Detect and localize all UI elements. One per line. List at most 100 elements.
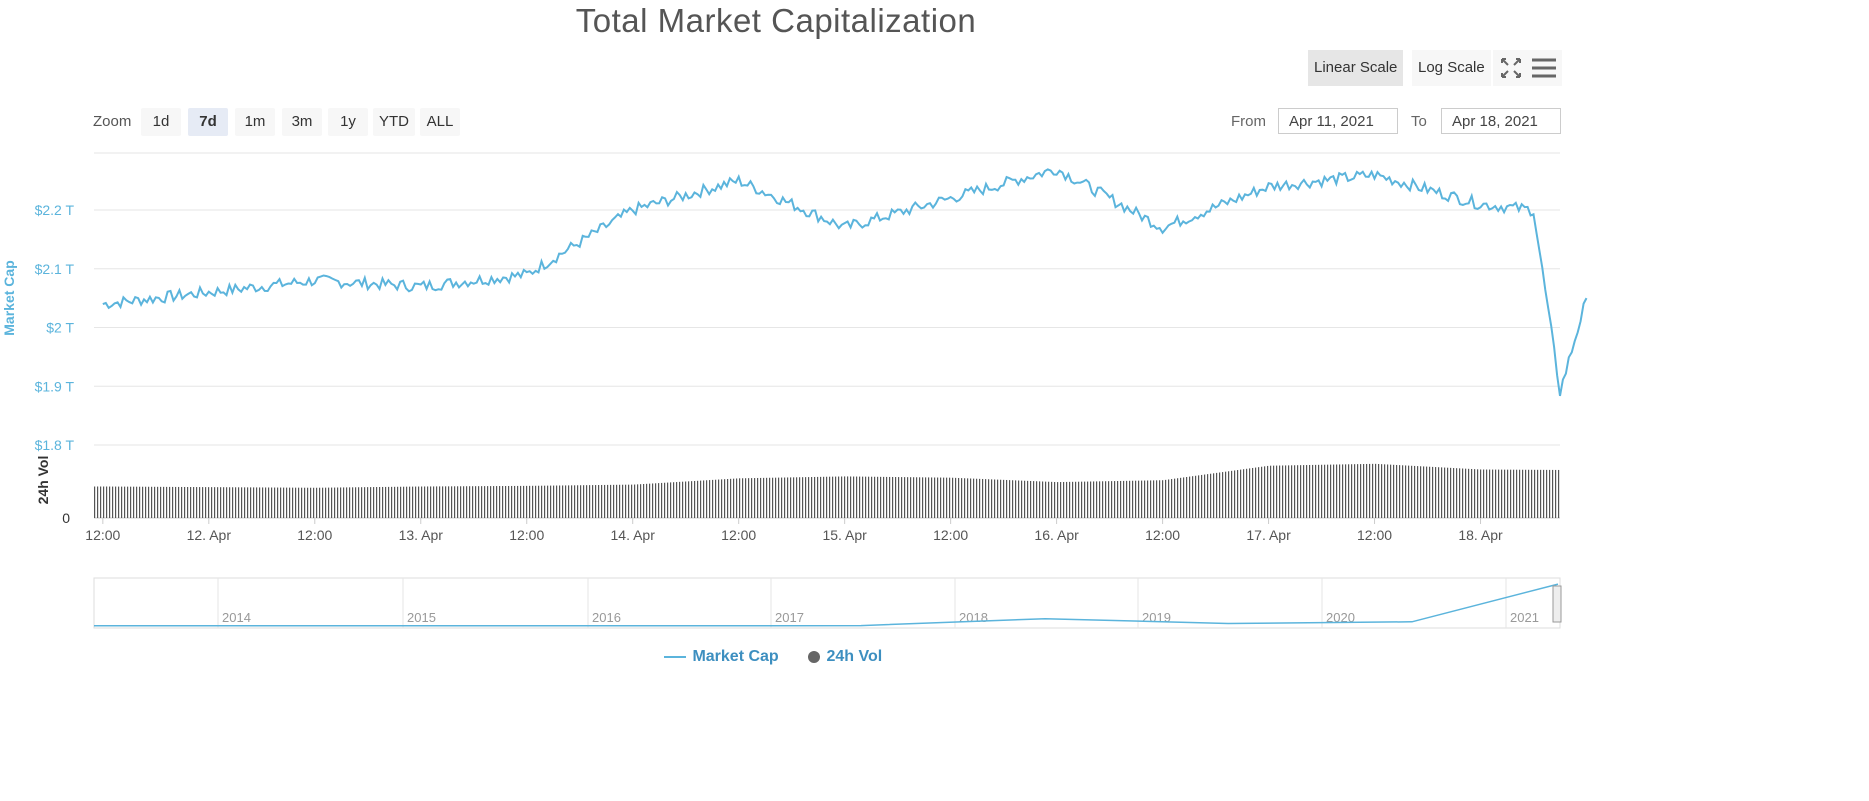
- volume-bar: [580, 485, 582, 518]
- zoom-ytd-button[interactable]: YTD: [373, 108, 415, 136]
- volume-bar: [718, 479, 720, 518]
- volume-bar: [781, 477, 783, 518]
- log-scale-button[interactable]: Log Scale: [1412, 50, 1491, 86]
- navigator-year-label: 2014: [222, 610, 251, 625]
- linear-scale-button[interactable]: Linear Scale: [1308, 50, 1404, 86]
- zoom-7d-button[interactable]: 7d: [188, 108, 228, 136]
- navigator-line: [94, 583, 1559, 627]
- zoom-3m-button[interactable]: 3m: [282, 108, 322, 136]
- to-label: To: [1411, 113, 1427, 130]
- volume-bar: [433, 486, 435, 518]
- volume-bar: [1486, 469, 1488, 518]
- volume-bars: [94, 463, 1560, 518]
- volume-bar: [496, 486, 498, 518]
- volume-bar: [850, 476, 852, 518]
- to-date-input[interactable]: Apr 18, 2021: [1441, 108, 1561, 134]
- volume-bar: [1471, 468, 1473, 518]
- volume-bar: [292, 487, 294, 518]
- volume-bar: [544, 485, 546, 518]
- volume-bar: [982, 478, 984, 518]
- volume-bar: [907, 477, 909, 518]
- volume-bar: [1099, 481, 1101, 518]
- volume-bar: [799, 477, 801, 518]
- zoom-all-button[interactable]: ALL: [420, 108, 460, 136]
- volume-bar: [1270, 465, 1272, 518]
- volume-bar: [259, 487, 261, 518]
- menu-button[interactable]: [1526, 50, 1562, 86]
- volume-bar: [1441, 467, 1443, 518]
- volume-bar: [1522, 469, 1524, 518]
- volume-bar: [457, 486, 459, 518]
- volume-bar: [1006, 479, 1008, 518]
- zoom-1y-button[interactable]: 1y: [328, 108, 368, 136]
- volume-bar: [184, 486, 186, 518]
- volume-bar: [1507, 469, 1509, 518]
- volume-bar: [1189, 476, 1191, 518]
- volume-bar: [1228, 471, 1230, 518]
- volume-bar: [877, 476, 879, 518]
- volume-bar: [727, 479, 729, 518]
- volume-bar: [217, 487, 219, 518]
- volume-bar: [286, 487, 288, 518]
- volume-bar: [1261, 466, 1263, 518]
- volume-bar: [1333, 464, 1335, 518]
- volume-bar: [1516, 469, 1518, 518]
- volume-bar: [919, 477, 921, 518]
- volume-bar: [1012, 480, 1014, 518]
- volume-bar: [1543, 469, 1545, 518]
- volume-bar: [1276, 465, 1278, 518]
- volume-bar: [1489, 469, 1491, 518]
- volume-bar: [1528, 469, 1530, 518]
- x-tick-label: 12:00: [85, 527, 120, 543]
- volume-bar: [766, 477, 768, 518]
- volume-bar: [550, 485, 552, 518]
- volume-bar: [391, 486, 393, 518]
- volume-bar: [1093, 481, 1095, 518]
- volume-bar: [1306, 465, 1308, 518]
- volume-bar: [949, 477, 951, 518]
- volume-bar: [349, 487, 351, 518]
- fullscreen-button[interactable]: [1493, 50, 1529, 86]
- zoom-1m-button[interactable]: 1m: [235, 108, 275, 136]
- zoom-1d-button[interactable]: 1d: [141, 108, 181, 136]
- volume-bar: [607, 484, 609, 518]
- volume-bar: [592, 485, 594, 518]
- volume-bar: [1384, 464, 1386, 518]
- volume-bar: [838, 476, 840, 518]
- volume-bar: [583, 485, 585, 518]
- volume-bar: [481, 486, 483, 518]
- volume-bar: [187, 487, 189, 518]
- volume-bar: [1237, 470, 1239, 518]
- volume-bar: [430, 486, 432, 518]
- volume-bar: [673, 482, 675, 518]
- volume-bar: [802, 477, 804, 518]
- legend-24h-vol[interactable]: 24h Vol: [806, 648, 882, 666]
- legend-market-cap[interactable]: Market Cap: [664, 648, 779, 666]
- volume-bar: [412, 486, 414, 518]
- volume-bar: [685, 481, 687, 518]
- volume-bar: [586, 485, 588, 518]
- volume-bar: [1021, 480, 1023, 518]
- volume-bar: [1279, 465, 1281, 518]
- volume-bar: [1147, 480, 1149, 518]
- volume-bar: [1513, 469, 1515, 518]
- volume-bar: [382, 486, 384, 518]
- x-tick-label: 14. Apr: [611, 527, 656, 543]
- volume-bar: [775, 477, 777, 518]
- volume-bar: [1141, 480, 1143, 518]
- volume-bar: [1183, 477, 1185, 518]
- navigator-handle: [1552, 585, 1562, 623]
- volume-bar: [577, 485, 579, 518]
- volume-bar: [646, 483, 648, 518]
- volume-bar: [1222, 472, 1224, 518]
- navigator-year-label: 2018: [959, 610, 988, 625]
- volume-bar: [1174, 478, 1176, 518]
- volume-bar: [889, 476, 891, 518]
- volume-bar: [931, 477, 933, 518]
- legend-24h-vol-label: 24h Vol: [826, 648, 883, 665]
- volume-bar: [1294, 465, 1296, 518]
- volume-bar: [976, 478, 978, 518]
- volume-bar: [739, 478, 741, 518]
- from-date-input[interactable]: Apr 11, 2021: [1278, 108, 1398, 134]
- volume-bar: [361, 487, 363, 518]
